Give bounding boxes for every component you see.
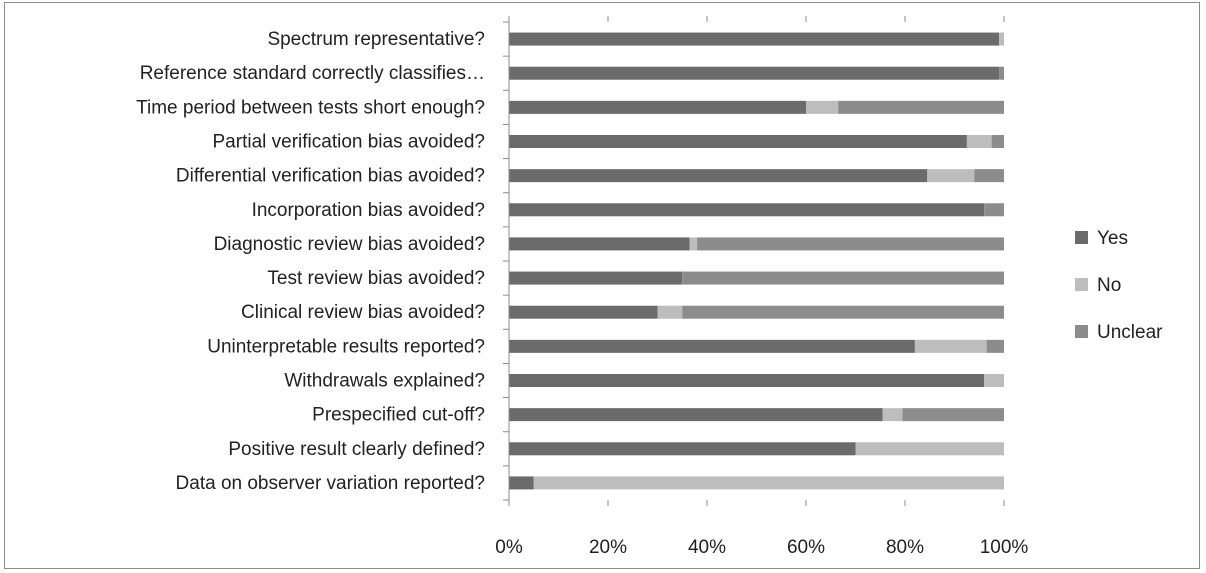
bar-no-9 (914, 339, 987, 353)
category-label-3: Partial verification bias avoided? (213, 132, 486, 153)
x-tick-label-0: 0% (495, 537, 523, 558)
x-tick-label-5: 100% (980, 537, 1029, 558)
bar-yes-9 (509, 339, 915, 353)
category-label-8: Clinical review bias avoided? (241, 302, 485, 323)
bar-unclear-3 (991, 135, 1004, 148)
legend-swatch-no (1075, 278, 1088, 291)
category-label-11: Prespecified cut-off? (312, 405, 485, 426)
bar-no-3 (966, 135, 992, 148)
bar-yes-11 (509, 408, 883, 422)
bar-unclear-7 (682, 271, 1004, 285)
category-label-9: Uninterpretable results reported? (207, 336, 485, 357)
category-label-13: Data on observer variation reported? (176, 473, 485, 494)
x-tick-label-1: 20% (589, 537, 627, 558)
legend-label-unclear: Unclear (1097, 322, 1163, 343)
bar-yes-3 (509, 135, 967, 148)
bars-layer (509, 32, 1004, 490)
bar-no-12 (855, 442, 1004, 456)
bar-yes-1 (509, 66, 1000, 80)
x-tick-label-3: 60% (787, 537, 825, 558)
bar-unclear-11 (902, 408, 1004, 422)
legend-swatch-yes (1075, 231, 1088, 244)
category-label-12: Positive result clearly defined? (228, 439, 485, 460)
category-label-1: Reference standard correctly classifies… (140, 63, 485, 84)
bar-yes-10 (509, 374, 985, 387)
bar-yes-12 (509, 442, 856, 456)
legend-label-no: No (1097, 275, 1121, 296)
bar-unclear-8 (682, 305, 1004, 319)
x-tick-label-2: 40% (688, 537, 726, 558)
bar-no-4 (927, 169, 975, 183)
bar-unclear-9 (986, 339, 1004, 353)
bar-unclear-4 (974, 169, 1004, 183)
bar-no-13 (533, 476, 1004, 490)
bar-unclear-2 (838, 100, 1004, 114)
bar-yes-2 (509, 100, 806, 114)
axis-layer (503, 16, 1005, 506)
bar-yes-6 (509, 237, 690, 251)
legend-swatch-unclear (1075, 325, 1088, 338)
category-label-6: Diagnostic review bias avoided? (214, 234, 485, 255)
legend: Yes No Unclear (1075, 228, 1163, 343)
bar-yes-4 (509, 169, 928, 183)
bar-no-6 (689, 237, 698, 251)
bar-no-10 (984, 374, 1004, 387)
category-label-4: Differential verification bias avoided? (176, 166, 485, 187)
bar-yes-7 (509, 271, 683, 285)
category-label-7: Test review bias avoided? (267, 268, 485, 289)
bar-unclear-6 (697, 237, 1004, 251)
x-tick-label-4: 80% (886, 537, 924, 558)
bar-yes-0 (509, 32, 1000, 46)
bar-yes-8 (509, 305, 658, 319)
category-label-10: Withdrawals explained? (284, 371, 485, 392)
category-label-5: Incorporation bias avoided? (252, 200, 485, 221)
category-label-0: Spectrum representative? (267, 29, 485, 50)
category-labels: Spectrum representative? Reference standa… (136, 29, 485, 494)
bar-yes-5 (509, 203, 985, 217)
bar-no-2 (806, 100, 839, 114)
legend-label-yes: Yes (1097, 228, 1128, 249)
bar-no-0 (999, 32, 1004, 46)
chart-frame (4, 2, 1200, 569)
bar-no-11 (882, 408, 903, 422)
bar-yes-13 (509, 476, 534, 490)
bar-no-8 (657, 305, 683, 319)
bar-unclear-1 (999, 66, 1004, 80)
bar-unclear-5 (984, 203, 1004, 217)
category-label-2: Time period between tests short enough? (136, 97, 485, 118)
x-tick-labels: 0% 20% 40% 60% 80% 100% (495, 537, 1028, 558)
